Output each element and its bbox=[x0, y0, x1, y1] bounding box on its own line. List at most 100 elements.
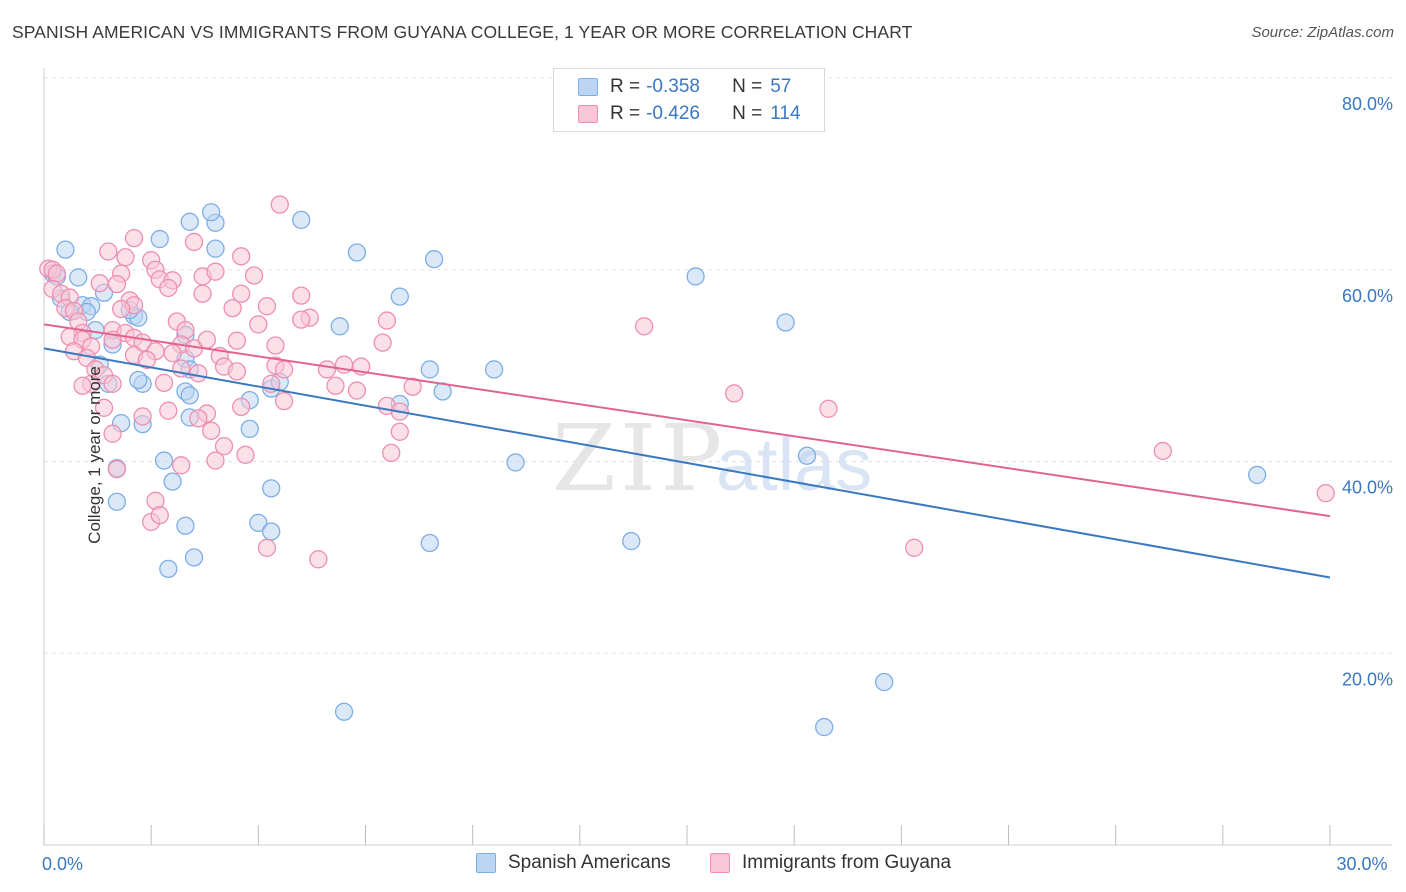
legend-n-label: N = bbox=[732, 103, 763, 124]
legend-n-value: 114 bbox=[770, 103, 801, 124]
bottom-legend-immigrants-from-guyana: Immigrants from Guyana bbox=[710, 852, 951, 874]
data-point bbox=[725, 384, 744, 403]
data-point bbox=[390, 287, 409, 306]
data-point bbox=[150, 229, 169, 249]
data-point bbox=[227, 331, 247, 350]
data-point bbox=[266, 336, 285, 355]
legend-r-label: R = bbox=[610, 76, 641, 97]
data-point bbox=[206, 262, 225, 281]
data-point bbox=[172, 456, 191, 475]
data-point bbox=[420, 533, 439, 553]
data-point bbox=[107, 460, 127, 479]
trend-line bbox=[43, 347, 1331, 579]
x-tick-label: 30.0% bbox=[1336, 854, 1387, 874]
data-point bbox=[154, 373, 174, 393]
legend-row-immigrants-from-guyana: R = -0.426 N = 114 bbox=[578, 102, 801, 126]
watermark: ZIP atlas bbox=[552, 405, 872, 512]
data-point bbox=[270, 195, 289, 214]
data-point bbox=[223, 298, 242, 318]
bottom-legend-spanish-americans: Spanish Americans bbox=[476, 852, 671, 874]
data-point bbox=[180, 212, 199, 231]
data-point bbox=[202, 421, 221, 440]
data-point bbox=[73, 376, 92, 395]
data-point bbox=[206, 451, 225, 470]
data-point bbox=[1247, 465, 1267, 485]
data-point bbox=[159, 559, 178, 579]
data-point bbox=[257, 297, 277, 316]
y-axis-label: College, 1 year or more bbox=[84, 366, 104, 544]
stats-legend: R = -0.358 N = 57 R = -0.426 N = 114 bbox=[553, 68, 825, 132]
data-point bbox=[232, 284, 251, 303]
data-point bbox=[686, 267, 705, 286]
data-point bbox=[634, 317, 654, 336]
data-point bbox=[94, 398, 114, 417]
data-point bbox=[875, 672, 894, 692]
y-tick-label: 40.0% bbox=[1342, 478, 1393, 498]
data-point bbox=[163, 472, 182, 491]
legend-r-label: R = bbox=[610, 103, 641, 124]
watermark-zip: ZIP bbox=[552, 405, 726, 512]
data-point bbox=[184, 548, 204, 567]
data-point bbox=[292, 310, 311, 329]
y-tick-label: 60.0% bbox=[1342, 286, 1393, 306]
data-point bbox=[103, 374, 122, 393]
data-point bbox=[47, 264, 67, 283]
data-point bbox=[382, 443, 401, 463]
data-point bbox=[159, 278, 178, 298]
legend-n-label: N = bbox=[732, 76, 763, 97]
data-point bbox=[797, 446, 817, 465]
data-point bbox=[159, 401, 178, 420]
data-point bbox=[403, 377, 422, 396]
data-point bbox=[112, 299, 131, 319]
data-point bbox=[257, 538, 277, 557]
legend-r-value: -0.426 bbox=[646, 103, 700, 124]
data-point bbox=[249, 513, 268, 533]
legend-swatch-pink bbox=[578, 105, 598, 123]
bottom-legend-label: Immigrants from Guyana bbox=[742, 852, 952, 873]
data-point bbox=[206, 239, 225, 258]
axes bbox=[43, 68, 1392, 846]
data-point bbox=[330, 317, 349, 336]
data-point bbox=[232, 247, 251, 266]
data-point bbox=[197, 330, 217, 349]
data-point bbox=[506, 453, 525, 472]
data-point bbox=[184, 232, 204, 252]
data-point bbox=[905, 538, 924, 557]
data-point bbox=[484, 360, 504, 379]
bottom-legend-swatch-blue bbox=[476, 853, 496, 873]
data-point bbox=[240, 419, 259, 439]
data-point bbox=[150, 506, 169, 525]
data-point bbox=[347, 381, 367, 400]
data-point bbox=[189, 364, 208, 383]
legend-swatch-blue bbox=[578, 78, 598, 96]
data-point bbox=[377, 311, 397, 330]
data-point bbox=[193, 284, 212, 303]
legend-r-value: -0.358 bbox=[646, 76, 700, 97]
data-point bbox=[292, 210, 311, 230]
data-point bbox=[163, 344, 182, 363]
data-point bbox=[1153, 441, 1172, 461]
trend-lines bbox=[43, 323, 1331, 579]
data-point bbox=[390, 422, 409, 441]
data-point bbox=[214, 437, 234, 456]
source-label: Source: ZipAtlas.com bbox=[1251, 24, 1394, 41]
data-point bbox=[90, 274, 109, 293]
y-tick-label: 80.0% bbox=[1342, 94, 1393, 114]
data-point bbox=[107, 274, 127, 294]
data-point bbox=[347, 243, 367, 262]
data-point bbox=[137, 350, 157, 370]
data-point bbox=[309, 550, 328, 569]
grid-lines bbox=[44, 77, 1392, 654]
data-point bbox=[420, 360, 439, 379]
data-point bbox=[107, 492, 127, 511]
bottom-legend-swatch-pink bbox=[710, 853, 730, 873]
data-point bbox=[99, 242, 118, 261]
trend-line bbox=[43, 323, 1331, 518]
data-point bbox=[262, 479, 281, 498]
data-point bbox=[776, 313, 795, 332]
data-point bbox=[189, 409, 208, 428]
data-point bbox=[133, 407, 152, 426]
data-point bbox=[262, 522, 281, 541]
data-point bbox=[202, 203, 221, 222]
